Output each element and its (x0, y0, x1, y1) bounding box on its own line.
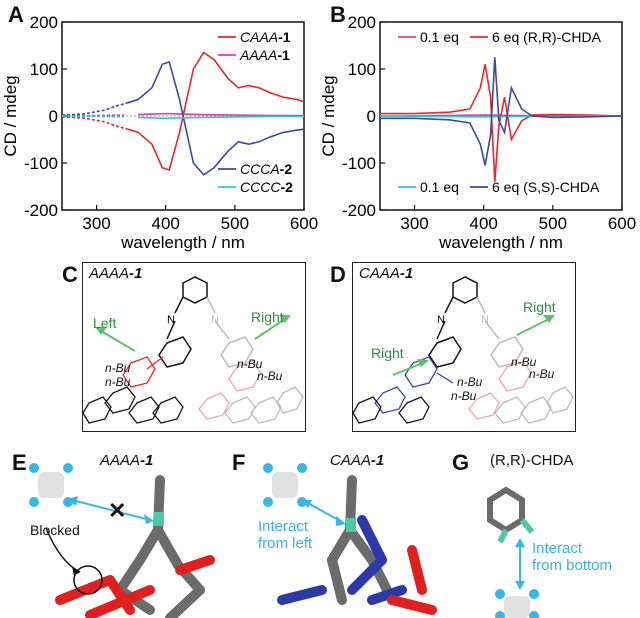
panel-label-b: B (330, 2, 346, 27)
y-tick-label: -200 (342, 201, 376, 220)
structure-d-right-label-2: Right (523, 299, 556, 315)
structure-d-nbu1: n-Bu (457, 375, 483, 389)
y-tick-label: 0 (49, 107, 58, 126)
x-tick-label: 600 (608, 214, 636, 233)
series-line (380, 57, 623, 166)
structure-c-nbu4: n-Bu (257, 369, 283, 383)
y-tick-label: -200 (24, 201, 58, 220)
structure-c-title: AAAA-1 (89, 265, 143, 282)
model-panel-e: ✕ (29, 463, 215, 618)
molecule-cluster-e (29, 463, 73, 507)
structure-d-nbu3: n-Bu (511, 355, 537, 369)
structure-d-title: CAAA-1 (359, 265, 414, 282)
series-line (127, 51, 305, 172)
y-tick-label: 200 (30, 13, 58, 32)
y-tick-label: -100 (342, 154, 376, 173)
y-tick-label: 100 (30, 60, 58, 79)
x-axis-label: wavelength / nm (120, 233, 245, 252)
series-line (127, 60, 305, 176)
structure-d-right-label-1: Right (371, 345, 404, 361)
model-g-title: (R,R)-CHDA (490, 452, 574, 469)
structure-c-nbu1: n-Bu (105, 361, 131, 375)
panel-label-d: D (330, 262, 346, 287)
x-axis-label: wavelength / nm (438, 233, 563, 252)
legend-label: 6 eq (S,S)-CHDA (492, 179, 600, 195)
panel-label-g: G (452, 450, 470, 475)
structure-d-nbu4: n-Bu (529, 367, 555, 381)
model-f-interact: Interact from left (258, 518, 313, 552)
structure-d-drawing: N N (353, 276, 574, 424)
x-tick-label: 500 (539, 214, 567, 233)
y-tick-label: -100 (24, 154, 58, 173)
structure-c-n2: N (211, 314, 219, 326)
legend-label: 6 eq (R,R)-CHDA (492, 29, 602, 45)
y-axis-label: CD / mdeg (1, 75, 20, 156)
y-axis-label: CD / mdeg (319, 75, 338, 156)
molecule-cluster-g (495, 589, 539, 618)
x-tick-label: 600 (290, 214, 318, 233)
chart-a: -200 -100 0 100 200 300 400 500 600 wavelength / … (1, 13, 318, 252)
panel-label-c: C (62, 262, 78, 287)
series-line (379, 115, 623, 118)
legend-label: CCCC-2 (240, 179, 293, 195)
legend-label: 0.1 eq (420, 29, 459, 45)
model-panel-f (263, 463, 437, 615)
x-tick-label: 300 (400, 214, 428, 233)
structure-c-n1: N (167, 314, 175, 326)
series-line (138, 115, 304, 120)
x-tick-label: 500 (221, 214, 249, 233)
structure-c-nbu2: n-Bu (105, 375, 131, 389)
legend-label: AAAA-1 (239, 47, 290, 63)
x-tick-label: 400 (470, 214, 498, 233)
y-tick-label: 200 (348, 13, 376, 32)
structure-c-drawing: N N (83, 276, 304, 424)
svg-text:✕: ✕ (108, 498, 126, 523)
series-line-dashed (61, 115, 125, 118)
legend-label: 0.1 eq (420, 179, 459, 195)
panel-label-a: A (8, 2, 24, 27)
structure-d-nbu2: n-Bu (451, 389, 477, 403)
model-e-title: AAAA-1 (100, 452, 154, 469)
y-tick-label: 0 (367, 107, 376, 126)
structure-panel-c: AAAA-1 N N Left Right n-Bu n-Bu n-Bu n-B… (82, 262, 306, 432)
molecule-cluster-f (263, 463, 307, 507)
legend-label: CCCA-2 (240, 161, 292, 177)
structure-panel-d: CAAA-1 N N Right Right n-Bu n-Bu n-Bu n-… (352, 262, 576, 432)
y-tick-label: 100 (348, 60, 376, 79)
x-tick-label: 400 (152, 214, 180, 233)
structure-d-n2: N (481, 314, 489, 326)
panel-label-e: E (12, 450, 27, 475)
series-line (138, 112, 304, 117)
panel-label-f: F (232, 450, 246, 475)
legend-label: CAAA-1 (240, 29, 291, 45)
series-line-dashed (61, 116, 128, 130)
chart-b: -200 -100 0 100 200 300 400 500 600 wavelength / … (319, 13, 636, 252)
structure-c-nbu3: n-Bu (237, 357, 263, 371)
x-tick-label: 300 (82, 214, 110, 233)
model-f-title: CAAA-1 (330, 452, 385, 469)
structure-c-left-label: Left (93, 315, 117, 331)
model-g-interact: Interact from bottom (532, 540, 613, 574)
series-line-dashed (61, 102, 128, 116)
structure-c-right-label: Right (251, 309, 284, 325)
series-line (380, 64, 623, 182)
model-e-blocked: Blocked (30, 522, 80, 538)
structure-d-n1: N (437, 314, 445, 326)
model-panel-g (487, 486, 539, 618)
